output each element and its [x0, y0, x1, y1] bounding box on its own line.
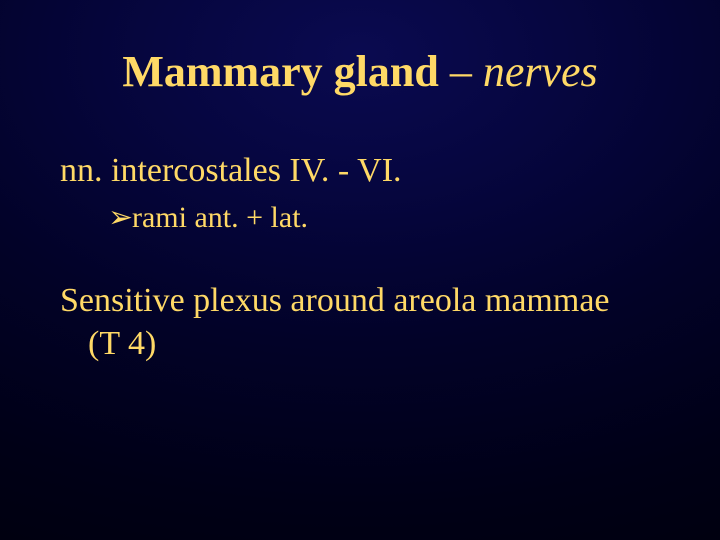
slide-body: nn. intercostales IV. - VI. ➢rami ant. +…	[60, 150, 670, 365]
title-separator: –	[439, 47, 483, 96]
line2-part-a: Sensitive plexus around areola mammae	[60, 280, 670, 323]
bullet-arrow-icon: ➢	[108, 199, 132, 237]
line2-part-b: (T 4)	[88, 323, 670, 366]
body-line-2: Sensitive plexus around areola mammae (T…	[60, 280, 670, 365]
slide: Mammary gland – nerves nn. intercostales…	[0, 0, 720, 540]
title-bold: Mammary gland	[122, 47, 439, 96]
title-italic: nerves	[483, 47, 598, 96]
body-sub-1: ➢rami ant. + lat.	[108, 199, 670, 237]
sub-text: rami ant. + lat.	[132, 201, 308, 234]
body-line-1: nn. intercostales IV. - VI.	[60, 150, 670, 193]
slide-title: Mammary gland – nerves	[0, 48, 720, 96]
